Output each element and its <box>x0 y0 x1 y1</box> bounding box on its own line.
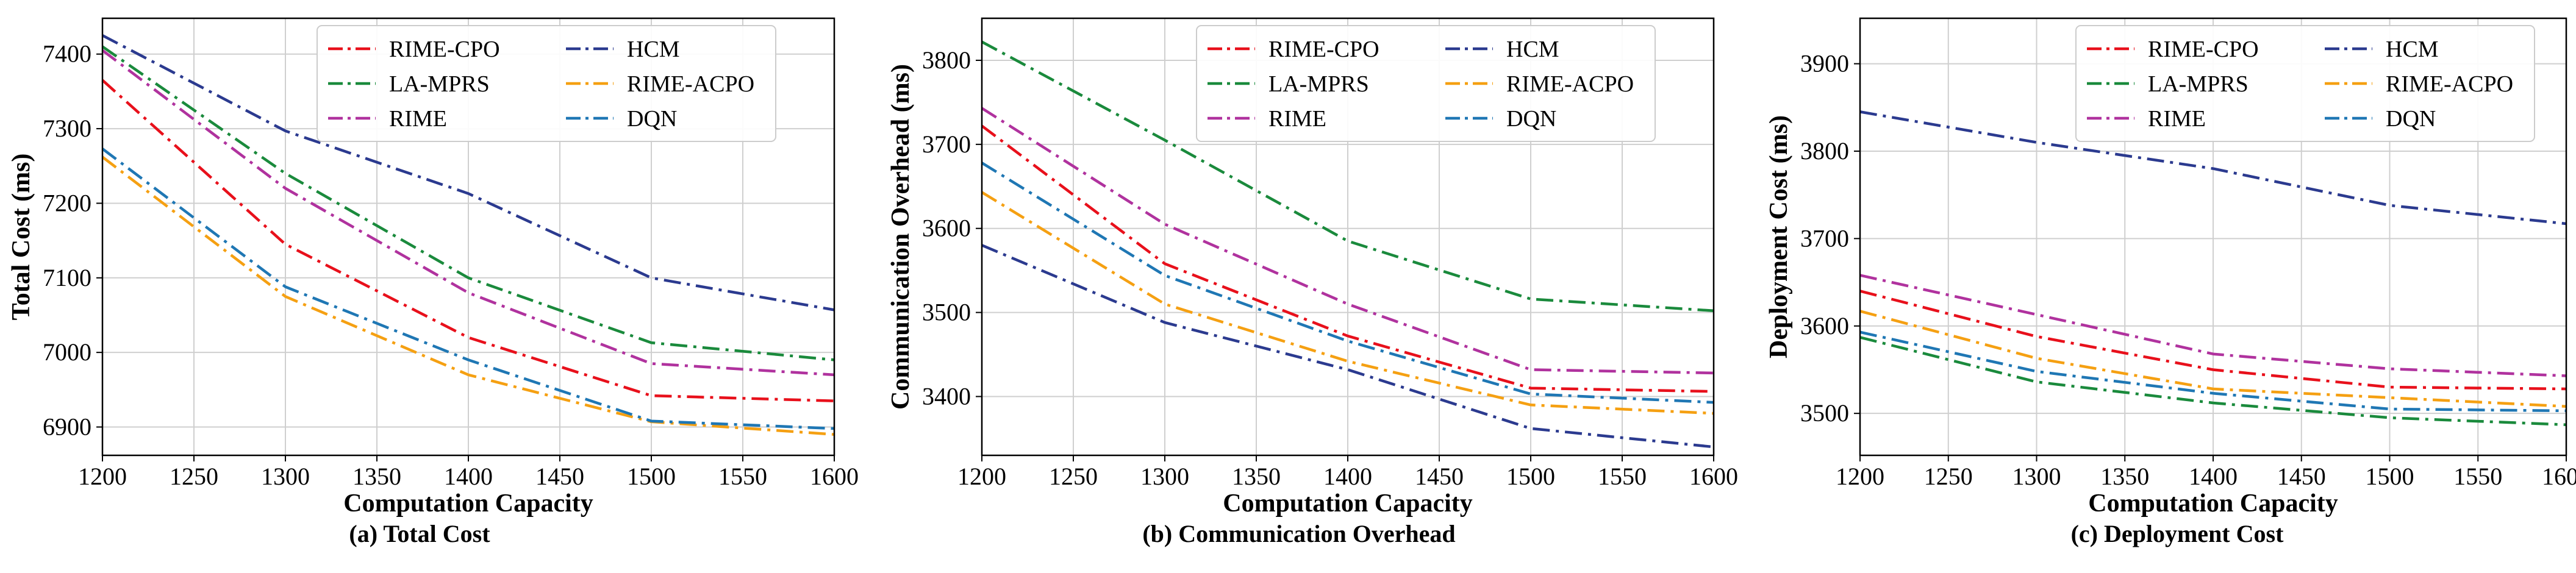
legend: RIME-CPO LA-MPRS RIME HCM RIME-ACPO DQN <box>2075 25 2535 142</box>
x-tick-label: 1400 <box>2189 463 2238 490</box>
x-tick-label: 1200 <box>78 463 127 490</box>
chart-total-cost: 1200 1250 1300 1350 1400 1450 1500 1550 1600 6900… <box>7 17 859 518</box>
y-tick-label: 7100 <box>43 264 91 291</box>
y-tick-label: 3400 <box>922 382 971 410</box>
x-tick-label: 1550 <box>718 463 767 490</box>
x-tick-label: 1600 <box>1689 463 1738 490</box>
series-line-dqn <box>101 148 835 430</box>
series-line-rime-acpo <box>981 191 1714 415</box>
legend-label-rime-cpo: RIME-CPO <box>1268 37 1379 62</box>
x-tick-label: 1600 <box>2542 463 2576 490</box>
series-line-rime <box>1859 274 2567 377</box>
legend-label-rime-acpo: RIME-ACPO <box>2386 71 2513 97</box>
series-line-dqn <box>981 162 1714 404</box>
x-tick-label: 1550 <box>1598 463 1647 490</box>
x-tick-label: 1450 <box>2277 463 2326 490</box>
y-tick-label: 6900 <box>43 413 91 441</box>
caption-communication-overhead: (b) Communication Overhead <box>1142 520 1456 547</box>
y-tick-label: 7300 <box>43 115 91 142</box>
y-tick-label: 3900 <box>1800 50 1849 77</box>
y-tick-label: 3500 <box>1800 399 1849 427</box>
legend-box <box>2075 25 2535 142</box>
x-tick-label: 1200 <box>957 463 1006 490</box>
x-tick-label: 1550 <box>2453 463 2502 490</box>
legend-label-la-mprs: LA-MPRS <box>1268 71 1369 97</box>
y-tick-label: 7400 <box>43 40 91 68</box>
legend-label-dqn: DQN <box>1506 106 1556 132</box>
series-line-rime <box>101 49 835 377</box>
x-tick-label: 1250 <box>1049 463 1098 490</box>
x-tick-label: 1500 <box>627 463 676 490</box>
legend: RIME-CPO LA-MPRS RIME HCM RIME-ACPO DQN <box>1196 25 1656 142</box>
series-line-hcm <box>101 34 835 311</box>
y-axis-label: Total Cost (ms) <box>7 154 35 321</box>
x-axis-label: Computation Capacity <box>1223 489 1473 518</box>
x-tick-label: 1250 <box>1924 463 1973 490</box>
x-tick-label: 1200 <box>1836 463 1884 490</box>
legend-label-la-mprs: LA-MPRS <box>2148 71 2249 97</box>
chart-comm-overhead: 1200 1250 1300 1350 1400 1450 1500 1550 1600 3400… <box>887 17 1738 518</box>
y-tick-label: 3600 <box>922 215 971 242</box>
x-tick-label: 1400 <box>1323 463 1372 490</box>
series-line-rime-cpo <box>981 124 1714 393</box>
legend-box <box>1196 25 1656 142</box>
x-tick-label: 1250 <box>170 463 218 490</box>
y-tick-label: 3500 <box>922 299 971 326</box>
legend-label-rime-acpo: RIME-ACPO <box>627 71 754 97</box>
x-tick-label: 1350 <box>1232 463 1281 490</box>
series-line-rime-acpo <box>1859 310 2567 408</box>
x-tick-label: 1450 <box>535 463 584 490</box>
legend-box <box>317 25 776 142</box>
x-tick-label: 1500 <box>1506 463 1555 490</box>
x-tick-label: 1350 <box>2100 463 2149 490</box>
legend-label-dqn: DQN <box>2386 106 2436 132</box>
legend-label-dqn: DQN <box>627 106 677 132</box>
x-axis-label: Computation Capacity <box>2088 489 2338 518</box>
legend: RIME-CPO LA-MPRS RIME HCM RIME-ACPO DQN <box>317 25 776 142</box>
legend-label-rime-cpo: RIME-CPO <box>2148 37 2259 62</box>
y-tick-label: 7000 <box>43 338 91 366</box>
x-tick-label: 1300 <box>261 463 310 490</box>
x-tick-label: 1300 <box>2012 463 2061 490</box>
series-line-dqn <box>1859 330 2567 413</box>
x-tick-label: 1500 <box>2366 463 2414 490</box>
legend-label-rime: RIME <box>389 106 447 132</box>
x-axis-label: Computation Capacity <box>343 489 593 518</box>
legend-label-rime-cpo: RIME-CPO <box>389 37 500 62</box>
legend-label-hcm: HCM <box>1506 37 1559 62</box>
series-line-la-mprs <box>981 40 1714 313</box>
series-line-hcm <box>1859 110 2567 226</box>
series-line-la-mprs <box>101 45 835 361</box>
series-line-hcm <box>981 244 1714 449</box>
legend-label-la-mprs: LA-MPRS <box>389 71 490 97</box>
series-line-rime-cpo <box>101 79 835 402</box>
chart-deploy-cost: 1200 1250 1300 1350 1400 1450 1500 1550 1600 3500… <box>1765 17 2576 518</box>
y-axis-label: Deployment Cost (ms) <box>1765 115 1793 358</box>
legend-label-rime: RIME <box>2148 106 2206 132</box>
x-tick-label: 1350 <box>352 463 401 490</box>
caption-deployment-cost: (c) Deployment Cost <box>2070 520 2284 547</box>
legend-label-hcm: HCM <box>627 37 680 62</box>
legend-label-rime: RIME <box>1268 106 1326 132</box>
series-line-rime <box>981 107 1714 375</box>
y-tick-label: 3800 <box>1800 137 1849 165</box>
y-tick-label: 3800 <box>922 46 971 74</box>
series-line-rime-acpo <box>101 155 835 436</box>
y-tick-label: 3700 <box>1800 224 1849 252</box>
x-tick-label: 1400 <box>444 463 493 490</box>
y-axis-label: Communication Overhead (ms) <box>887 64 915 410</box>
x-tick-label: 1600 <box>810 463 859 490</box>
caption-total-cost: (a) Total Cost <box>349 520 490 547</box>
series-line-rime-cpo <box>1859 290 2567 391</box>
y-tick-label: 3600 <box>1800 312 1849 340</box>
legend-label-hcm: HCM <box>2386 37 2439 62</box>
x-tick-label: 1450 <box>1415 463 1464 490</box>
legend-label-rime-acpo: RIME-ACPO <box>1506 71 1634 97</box>
y-tick-label: 3700 <box>922 130 971 158</box>
y-tick-label: 7200 <box>43 189 91 216</box>
series-line-la-mprs <box>1859 336 2567 427</box>
x-tick-label: 1300 <box>1140 463 1189 490</box>
